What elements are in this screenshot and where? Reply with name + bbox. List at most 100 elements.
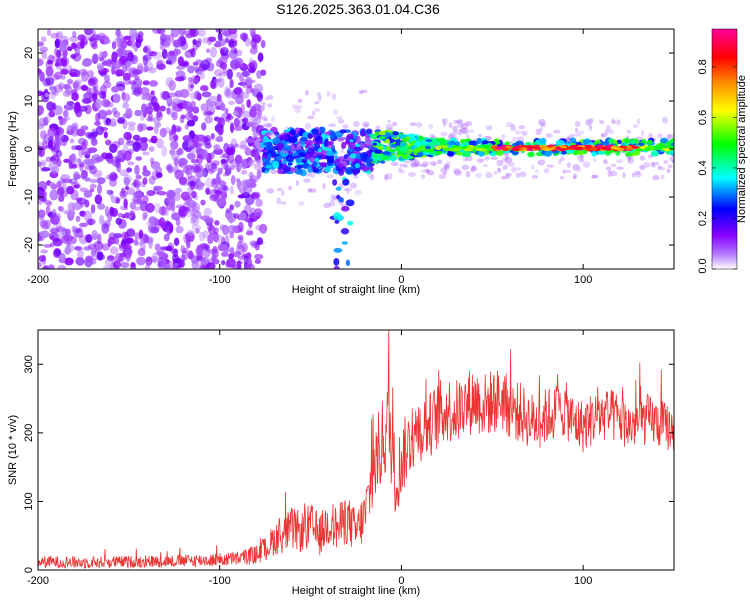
spectrogram-cell (240, 169, 248, 175)
spectrogram-cell (392, 121, 397, 127)
spectrogram-cell (126, 167, 133, 173)
spectrogram-cell (326, 90, 331, 97)
spectrogram-cell (154, 243, 161, 252)
spectrogram-cell (307, 132, 313, 140)
spectrogram-cell (253, 83, 264, 94)
spectrogram-cell (78, 222, 88, 228)
spectrogram-cell (172, 258, 181, 264)
spectrogram-cell (209, 188, 219, 199)
spectrogram-cell (416, 121, 422, 128)
spectrogram-cell (627, 156, 631, 163)
spectrogram-cell (314, 101, 320, 105)
spectrogram-cell (259, 100, 265, 105)
spectrogram-y-tick-label: 10 (23, 95, 35, 107)
spectrogram-cell (328, 199, 336, 207)
spectrogram-cell (146, 126, 154, 131)
spectrogram-cell (251, 31, 256, 42)
spectrogram-cell (117, 212, 124, 218)
spectrogram-cell (543, 168, 550, 174)
spectrogram-cell (333, 257, 340, 266)
spectrogram-cell (116, 86, 125, 92)
spectrogram-cell (123, 131, 133, 141)
spectrogram-cell (460, 122, 469, 130)
spectrogram-cell (57, 230, 65, 241)
spectrogram-cell (142, 151, 150, 156)
spectrogram-cell (515, 172, 521, 178)
spectrogram-cell (208, 95, 218, 102)
spectrogram-cell (559, 176, 565, 180)
spectrogram-cell (230, 59, 240, 70)
spectrogram-cell (311, 110, 316, 117)
spectrogram-y-ticks: -20 -10 0 10 20 (23, 47, 674, 253)
spectrogram-cell (477, 133, 483, 138)
spectrogram-cell (195, 227, 200, 234)
spectrogram-cell (135, 174, 142, 180)
spectrogram-cell (461, 164, 470, 171)
spectrogram-cell (249, 47, 258, 55)
spectrogram-cell (105, 109, 112, 116)
spectrogram-cell (452, 129, 459, 135)
spectrogram-cell (607, 129, 615, 135)
spectrogram-cell (294, 107, 302, 114)
spectrogram-cell (100, 71, 106, 78)
spectrogram-cell (521, 130, 528, 136)
spectrogram-cell (219, 180, 227, 187)
spectrogram-cell (196, 144, 202, 153)
spectrogram-cell (471, 166, 478, 172)
spectrogram-cell (172, 134, 179, 142)
spectrogram-cell (78, 105, 88, 112)
spectrogram-cell (572, 175, 577, 180)
spectrogram-cell (215, 40, 221, 47)
spectrogram-cell (139, 86, 150, 96)
spectrogram-cell (626, 129, 632, 134)
spectrogram-cell (245, 138, 255, 143)
snr-x-ticks: -200 -100 0 100 (27, 330, 592, 587)
spectrogram-cell (397, 167, 403, 172)
spectrogram-cell (45, 66, 54, 77)
spectrogram-cell (496, 159, 504, 167)
spectrogram-cell (247, 66, 256, 73)
spectrogram-cell (179, 259, 185, 268)
spectrogram-cell (201, 257, 210, 264)
spectrogram-cell (174, 90, 183, 98)
colorbar-tick-label: 0.8 (697, 59, 709, 74)
spectrogram-cell (316, 92, 321, 96)
spectrogram-cell (356, 135, 361, 144)
spectrogram-cell (109, 118, 117, 127)
spectrogram-cell (443, 171, 448, 176)
spectrogram-cell (43, 243, 53, 248)
spectrogram-cell (144, 202, 155, 213)
spectrogram-cell (465, 148, 473, 152)
spectrogram-cell (58, 195, 65, 203)
spectrogram-cell (347, 220, 354, 226)
spectrogram-cell (208, 36, 217, 43)
spectrogram-cell (395, 141, 401, 147)
spectrogram-cell (99, 127, 109, 132)
spectrogram-cell (209, 46, 218, 58)
snr-y-tick-label: 300 (23, 355, 35, 373)
spectrogram-cell (403, 160, 412, 164)
spectrogram-cell (75, 256, 85, 266)
spectrogram-cell (140, 242, 146, 251)
spectrogram-cell (532, 146, 541, 150)
spectrogram-cell (46, 113, 51, 123)
spectrogram-cell (637, 118, 641, 125)
spectrogram-cell (58, 206, 64, 212)
spectrogram-cell (203, 249, 211, 258)
spectrogram-cell (342, 165, 347, 170)
spectrogram-cell (165, 34, 171, 42)
spectrogram-cell (214, 144, 221, 152)
spectrogram-cell (121, 91, 126, 101)
spectrogram-cell (195, 246, 203, 257)
spectrogram-cell (195, 134, 206, 141)
spectrogram-cell (71, 225, 76, 233)
spectrogram-cell (241, 117, 249, 124)
spectrogram-cell (504, 163, 509, 170)
spectrogram-cell (126, 187, 135, 195)
spectrogram-cell (224, 34, 230, 43)
spectrogram-cell (307, 166, 313, 173)
spectrogram-cell (142, 80, 150, 86)
spectrogram-cell (445, 160, 451, 168)
spectrogram-cell (244, 147, 252, 156)
spectrogram-cell (115, 197, 120, 204)
